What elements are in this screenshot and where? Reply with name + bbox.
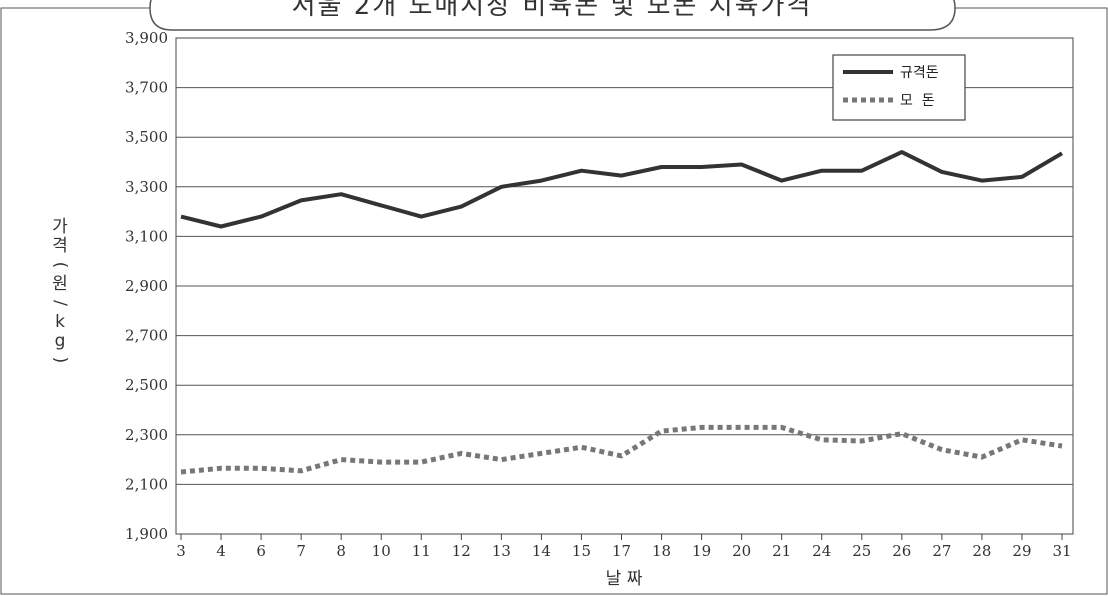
x-tick-label: 12	[452, 542, 471, 560]
x-tick-label: 28	[972, 542, 991, 560]
x-axis: 3 4 6 7 8 10 11 12 13 14 15 17 18 19 20 21 24 25 26 27 28 29 3…	[176, 534, 1072, 560]
x-tick-label: 26	[892, 542, 911, 560]
y-tick-label: 2,300	[125, 426, 168, 444]
legend-label-규격돈: 규격돈	[900, 65, 939, 81]
y-tick-label: 3,300	[125, 178, 168, 196]
title-banner	[149, 0, 956, 31]
x-tick-label: 4	[216, 542, 226, 560]
y-axis-label-char: 가	[52, 217, 68, 237]
grid-lines	[176, 87, 1073, 485]
y-axis: 1,900 2,100 2,300 2,500 2,700 2,900 3,100 3,300…	[125, 29, 168, 543]
x-tick-label: 24	[812, 542, 831, 560]
x-tick-label: 21	[772, 542, 791, 560]
series-lines	[180, 150, 1064, 475]
x-tick-label: 11	[412, 542, 431, 560]
legend-label-모돈: 모 돈	[900, 93, 935, 109]
legend: 규격돈 모 돈	[832, 54, 966, 121]
y-tick-label: 3,700	[125, 79, 168, 97]
y-tick-label: 2,500	[125, 376, 168, 394]
x-tick-label: 6	[256, 542, 266, 560]
chart-title: 서울 2개 도매시장 비육돈 및 모돈 지육가격	[292, 0, 813, 21]
x-tick-label: 8	[336, 542, 346, 560]
x-tick-label: 15	[572, 542, 591, 560]
x-tick-label: 29	[1012, 542, 1031, 560]
y-axis-label-char: /	[50, 300, 70, 306]
x-tick-label: 3	[176, 542, 186, 560]
y-axis-label: 가격 ( 원 / kg)	[50, 217, 70, 363]
legend-box	[832, 54, 966, 121]
y-axis-label-char: )	[50, 357, 70, 364]
y-tick-label: 3,500	[125, 128, 168, 146]
y-axis-label-char: k	[55, 312, 65, 332]
y-axis-label-char: 격	[52, 236, 68, 256]
x-tick-label: 18	[652, 542, 671, 560]
y-tick-label: 3,900	[125, 29, 168, 47]
x-tick-label: 17	[612, 542, 631, 560]
series-line-0	[180, 150, 1064, 229]
x-tick-label: 10	[372, 542, 391, 560]
x-tick-label: 20	[732, 542, 751, 560]
y-tick-label: 2,100	[125, 475, 168, 493]
y-tick-label: 3,100	[125, 227, 168, 245]
y-axis-label-char: (	[50, 262, 70, 269]
x-axis-label: 날 짜	[606, 569, 643, 589]
x-tick-label: 14	[532, 542, 551, 560]
y-axis-label-char: 원	[52, 274, 68, 294]
x-tick-label: 19	[692, 542, 711, 560]
x-tick-label: 25	[852, 542, 871, 560]
x-tick-label: 7	[296, 542, 306, 560]
x-tick-label: 31	[1052, 542, 1071, 560]
y-axis-label-char: g	[55, 331, 66, 351]
y-tick-label: 1,900	[125, 525, 168, 543]
series-line-1	[180, 424, 1063, 475]
x-tick-label: 13	[492, 542, 511, 560]
y-tick-label: 2,900	[125, 277, 168, 295]
x-tick-label: 27	[932, 542, 951, 560]
y-tick-label: 2,700	[125, 327, 168, 345]
